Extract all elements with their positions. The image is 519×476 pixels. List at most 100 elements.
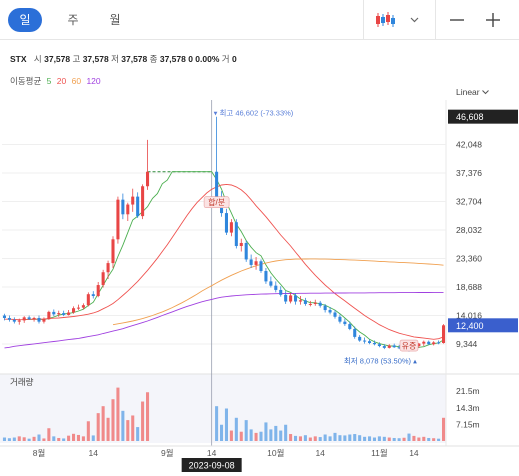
- candle-body: [328, 310, 332, 313]
- plus-icon[interactable]: [482, 0, 504, 40]
- volume-bar: [101, 406, 105, 441]
- candle-body: [343, 321, 347, 325]
- candle-body: [126, 204, 130, 215]
- volume-bar: [215, 406, 219, 441]
- chevron-down-icon: [482, 90, 489, 95]
- volume-bar: [244, 420, 248, 441]
- volume-bar: [62, 438, 66, 441]
- current-price-badge: [448, 318, 518, 333]
- volume-bar: [76, 434, 80, 441]
- candle-body: [318, 302, 322, 306]
- volume-bar: [81, 436, 85, 441]
- candle-body: [387, 345, 391, 348]
- volume-bar: [348, 434, 352, 441]
- volume-bar: [279, 430, 283, 441]
- volume-bar: [259, 431, 263, 441]
- event-badge-label: 합/분: [208, 198, 225, 207]
- candle-body: [348, 324, 352, 329]
- volume-bar: [12, 437, 16, 441]
- ma5-label: 5: [46, 76, 52, 86]
- candle-body: [215, 171, 219, 199]
- candle-body: [76, 307, 80, 309]
- ma20-line: [4, 183, 444, 340]
- candle-body: [333, 312, 337, 317]
- volume-bar: [368, 436, 372, 441]
- candle-body: [397, 347, 401, 349]
- volume-bar: [289, 434, 293, 441]
- tab-day[interactable]: 일: [8, 8, 42, 32]
- volume-bar: [318, 437, 322, 441]
- volume-tick-label: 21.5m: [456, 386, 480, 396]
- y-tick-label: 18,688: [456, 282, 482, 292]
- close-value: 37,578: [159, 54, 186, 64]
- volume-bar: [229, 430, 233, 441]
- open-label: 시: [33, 54, 42, 64]
- volume-bar: [264, 422, 268, 441]
- candle-body: [422, 341, 426, 344]
- top-price-badge: [448, 109, 518, 124]
- volume-label: 거: [221, 54, 230, 64]
- volume-bar: [106, 417, 110, 441]
- volume-bar: [67, 435, 71, 441]
- tab-month[interactable]: 월: [109, 13, 121, 27]
- high-value: 37,578: [82, 54, 109, 64]
- y-tick-label: 28,032: [456, 225, 482, 235]
- volume-bar: [387, 437, 391, 441]
- top-price-badge-label: 46,608: [456, 112, 484, 122]
- candle-body: [427, 341, 431, 345]
- candle-body: [52, 311, 56, 315]
- chevron-down-icon[interactable]: [404, 0, 424, 40]
- minus-icon[interactable]: [446, 0, 468, 40]
- volume-bar: [343, 435, 347, 441]
- volume-bar: [141, 401, 145, 441]
- candle-body: [284, 294, 288, 302]
- candlestick-icon[interactable]: [370, 0, 400, 40]
- candle-body: [47, 311, 51, 320]
- ma60-line: [112, 258, 444, 326]
- candle-body: [382, 346, 386, 348]
- candle-body: [269, 281, 273, 286]
- x-tick-label: 11월: [371, 448, 388, 458]
- ma60-label: 60: [71, 76, 82, 86]
- scale-mode-toggle[interactable]: Linear: [456, 87, 489, 97]
- candle-body: [298, 300, 302, 302]
- candle-body: [363, 340, 367, 342]
- candle-body: [432, 342, 436, 345]
- candle-body: [368, 341, 372, 343]
- y-tick-label: 14,016: [456, 310, 482, 320]
- volume-bar: [269, 429, 273, 441]
- ma20-label: 20: [56, 76, 67, 86]
- volume-bar: [442, 417, 446, 441]
- volume-tick-label: 7.15m: [456, 419, 480, 429]
- max-price-annotation: ▾ 최고 46,602 (-73.33%): [214, 108, 294, 118]
- event-badge: [399, 339, 419, 352]
- candle-body: [254, 261, 258, 265]
- stock-chart[interactable]: 42,048 37,376 32,704 28,032 23,360 18,688 14,0…: [0, 100, 519, 476]
- candle-body: [86, 294, 90, 306]
- volume-bar: [358, 435, 362, 441]
- volume-bar: [126, 420, 130, 441]
- volume-bar: [254, 432, 258, 441]
- moving-average-legend[interactable]: 이동평균 5 20 60 120: [10, 75, 101, 87]
- candle-body: [358, 336, 362, 341]
- toolbar: 일 주 월: [0, 0, 519, 40]
- candle-body: [22, 317, 26, 321]
- candle-body: [234, 222, 238, 247]
- crosshair-date-label: 2023-09-08: [189, 461, 235, 471]
- volume-bar: [17, 436, 21, 441]
- volume-bar: [298, 436, 302, 441]
- tab-week[interactable]: 주: [67, 13, 79, 27]
- candle-body: [17, 320, 21, 322]
- candle-body: [81, 305, 85, 308]
- volume-bar: [121, 410, 125, 441]
- scale-mode-label: Linear: [455, 87, 480, 97]
- volume-bar: [42, 438, 46, 441]
- candle-body: [106, 263, 110, 273]
- y-tick-label: 42,048: [456, 139, 482, 149]
- volume-bar: [422, 436, 426, 441]
- candle-body: [338, 316, 342, 322]
- volume-bar: [136, 427, 140, 441]
- candle-body: [91, 294, 95, 297]
- candle-body: [289, 295, 293, 302]
- candle-body: [303, 300, 307, 304]
